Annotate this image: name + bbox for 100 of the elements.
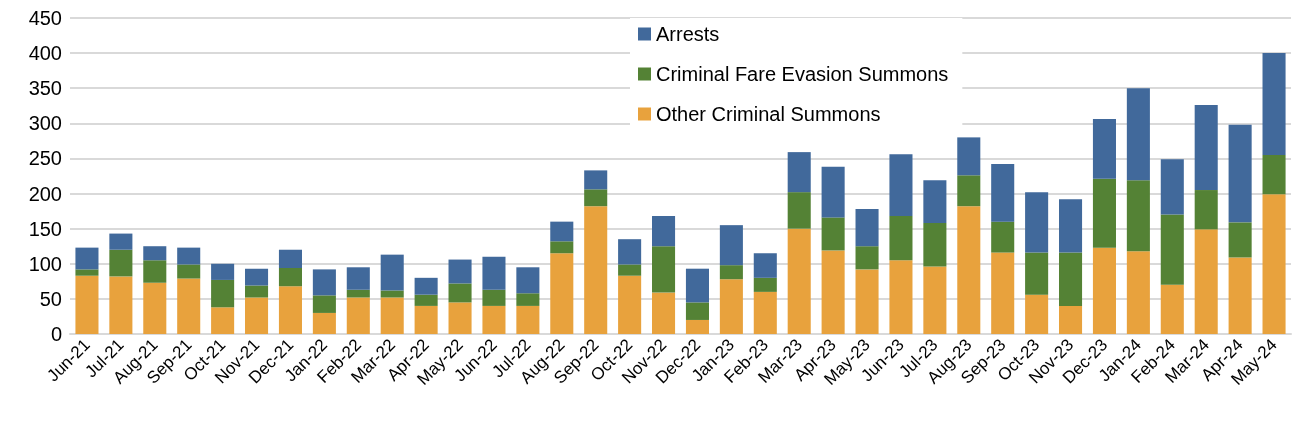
bar	[550, 253, 574, 334]
bar	[414, 277, 438, 295]
bar	[1092, 178, 1116, 248]
bar	[1025, 192, 1049, 253]
bar	[991, 252, 1015, 334]
bar	[346, 297, 370, 334]
bar	[177, 278, 201, 334]
bar	[550, 241, 574, 254]
bar	[889, 154, 913, 217]
bar	[109, 233, 133, 250]
bar	[787, 192, 811, 229]
bar	[753, 277, 777, 292]
bar	[1025, 294, 1049, 334]
bar	[448, 283, 472, 303]
bar	[380, 297, 404, 334]
bar	[685, 268, 709, 303]
y-tick-label: 450	[28, 7, 62, 29]
bar	[719, 265, 743, 280]
bar	[1126, 251, 1150, 334]
bar	[312, 269, 336, 296]
bar	[991, 221, 1015, 253]
bar	[346, 289, 370, 298]
bar	[312, 295, 336, 313]
bar	[211, 279, 235, 308]
bar	[482, 256, 506, 290]
bar	[1059, 305, 1083, 334]
bar	[1194, 229, 1218, 334]
bar	[753, 291, 777, 334]
bar	[787, 228, 811, 334]
bar	[719, 225, 743, 266]
bar	[245, 285, 269, 298]
bar	[1228, 257, 1252, 334]
bar	[245, 268, 269, 286]
bar	[889, 260, 913, 334]
bar	[584, 206, 608, 334]
bar	[346, 267, 370, 290]
bar	[923, 223, 947, 267]
bar	[278, 249, 302, 268]
bar	[821, 217, 845, 251]
bar	[278, 267, 302, 287]
bar	[143, 282, 167, 334]
bar	[1194, 105, 1218, 191]
bar	[1059, 199, 1083, 253]
y-tick-label: 200	[28, 182, 62, 205]
bar	[1160, 159, 1184, 215]
bar	[1160, 214, 1184, 285]
bar	[753, 253, 777, 278]
legend-label: Criminal Fare Evasion Summons	[656, 63, 949, 85]
bar	[1025, 252, 1049, 295]
bar	[618, 264, 642, 276]
bar	[821, 166, 845, 218]
bar	[685, 319, 709, 334]
bar	[516, 305, 540, 334]
bar	[1228, 222, 1252, 258]
bar	[618, 239, 642, 265]
bar	[821, 250, 845, 334]
bar	[482, 305, 506, 334]
bar	[75, 247, 99, 270]
bar	[1059, 252, 1083, 306]
bar	[1194, 190, 1218, 230]
bar	[855, 269, 879, 334]
bar	[618, 275, 642, 334]
bar	[1160, 284, 1184, 334]
bar	[1262, 53, 1286, 155]
bar	[584, 189, 608, 207]
y-tick-label: 150	[28, 217, 62, 240]
y-tick-label: 250	[28, 147, 62, 170]
y-tick-label: 100	[28, 252, 62, 275]
bar	[1262, 194, 1286, 334]
bar	[380, 254, 404, 291]
bar	[652, 246, 676, 293]
bar	[923, 266, 947, 334]
bar	[448, 259, 472, 284]
bar	[957, 206, 981, 334]
bar	[516, 293, 540, 306]
bar	[652, 292, 676, 334]
bar	[109, 249, 133, 277]
bar	[957, 175, 981, 207]
bar	[855, 209, 879, 247]
bar	[1092, 119, 1116, 179]
bar	[278, 286, 302, 334]
bar	[787, 152, 811, 193]
bar	[414, 294, 438, 306]
bar	[1126, 180, 1150, 252]
bar	[855, 246, 879, 270]
y-tick-label: 0	[50, 323, 62, 345]
bar	[685, 302, 709, 320]
bar	[143, 260, 167, 283]
bar	[75, 269, 99, 276]
bar	[312, 312, 336, 334]
bar	[177, 264, 201, 279]
legend-label: Arrests	[656, 23, 720, 45]
bar	[652, 216, 676, 247]
bar	[1092, 247, 1116, 334]
y-tick-label: 300	[28, 112, 62, 135]
y-tick-label: 350	[28, 77, 62, 100]
y-tick-label: 400	[28, 42, 62, 65]
bar	[414, 305, 438, 334]
bar	[957, 137, 981, 176]
bar	[143, 246, 167, 261]
